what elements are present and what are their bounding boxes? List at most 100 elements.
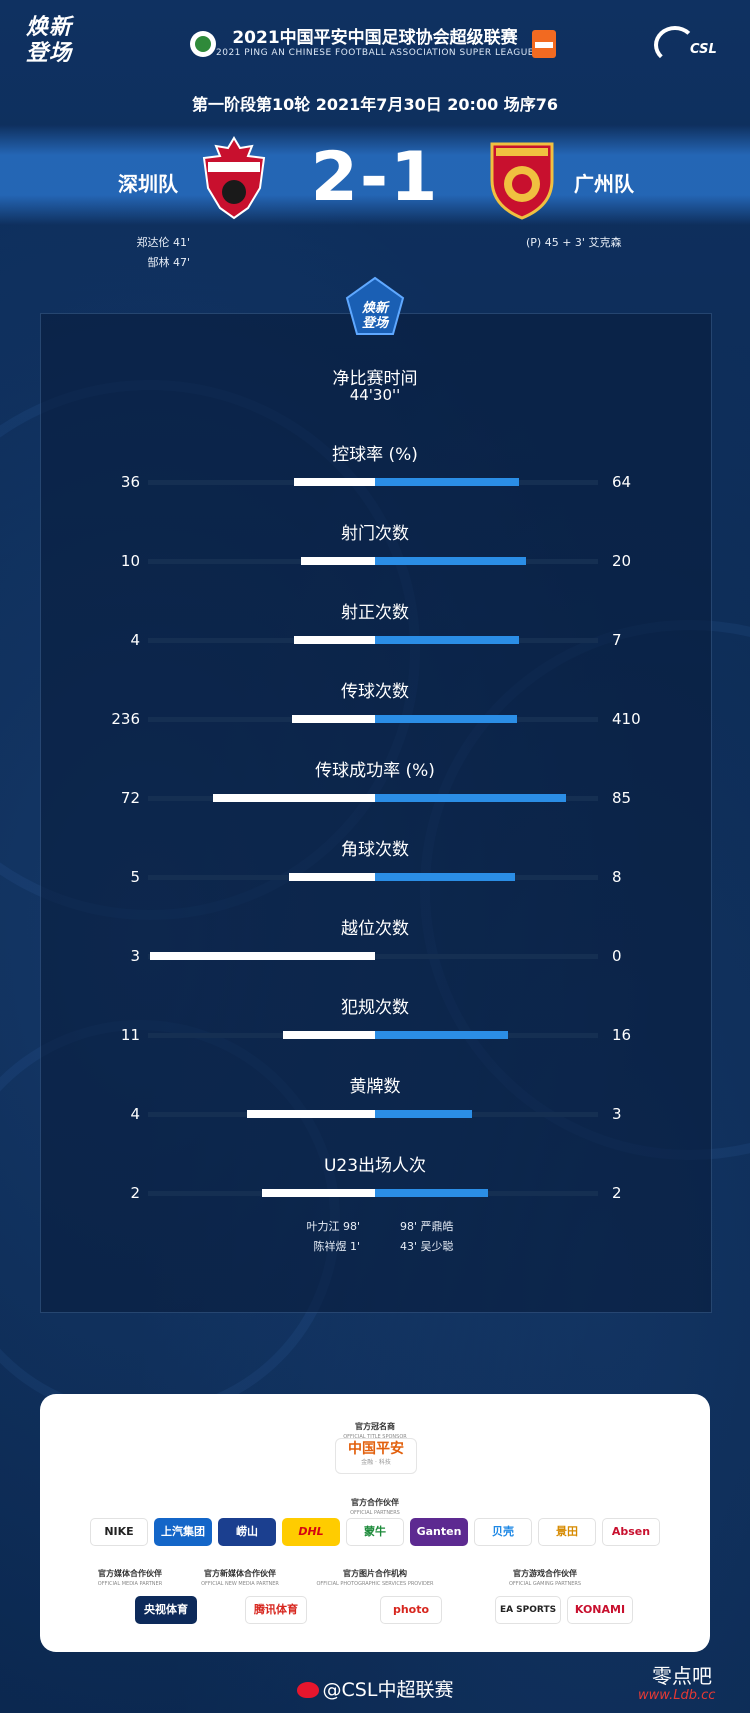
stat-home-value: 10: [120, 552, 140, 570]
stat-home-bar: [283, 1031, 375, 1039]
svg-text:登场: 登场: [362, 315, 390, 331]
u23-home-players: 叶力江 98' 陈祥煜 1': [306, 1220, 360, 1253]
weibo-handle: @CSL中超联赛: [0, 1675, 750, 1702]
stat-label: 传球次数: [341, 682, 409, 702]
csl-swoosh-icon: [654, 26, 696, 64]
stat-away-bar: [375, 478, 519, 486]
partner-logo-saic: 上汽集团: [154, 1518, 212, 1546]
stat-row: 72 85: [0, 786, 750, 810]
partner-logo-absen: Absen: [602, 1518, 660, 1546]
partner-logo-dhl: DHL: [282, 1518, 340, 1546]
shenzhen-crest-icon: [202, 136, 266, 220]
stat-home-value: 36: [120, 473, 140, 491]
stat-away-value: 410: [612, 710, 641, 728]
weibo-icon: [296, 1682, 319, 1698]
stat-home-value: 4: [130, 1105, 140, 1123]
stat-away-bar: [375, 1189, 488, 1197]
stat-home-bar: [262, 1189, 375, 1197]
partner-logo-nike: NIKE: [90, 1518, 148, 1546]
stat-row: 236 410: [0, 707, 750, 731]
home-team-name: 深圳队: [118, 172, 178, 196]
stat-away-value: 16: [612, 1026, 632, 1044]
stat-away-bar: [375, 715, 517, 723]
partner-logo-laoshan: 崂山: [218, 1518, 276, 1546]
match-score: 2-1: [310, 138, 440, 217]
stat-home-bar: [294, 636, 375, 644]
stat-away-value: 85: [612, 789, 632, 807]
stat-label: 射门次数: [341, 524, 409, 544]
stat-label: 黄牌数: [349, 1077, 401, 1097]
svg-text:焕新: 焕新: [362, 300, 390, 316]
title-sponsor-heading: 官方冠名商 OFFICIAL TITLE SPONSOR: [343, 1422, 407, 1440]
header: 焕新 登场 2021中国平安中国足球协会超级联赛 2021 PING AN CH…: [0, 0, 750, 88]
stat-home-bar: [150, 952, 375, 960]
stat-away-bar: [375, 557, 526, 565]
score-band: [0, 125, 750, 225]
stat-away-bar: [375, 794, 566, 802]
round-info: 第一阶段第10轮 2021年7月30日 20:00 场序76: [191, 95, 559, 114]
stat-home-value: 3: [130, 947, 140, 965]
stat-label: 角球次数: [341, 840, 409, 860]
net-time-value: 44'30'': [349, 386, 401, 404]
away-scorers: (P) 45 + 3' 艾克森: [526, 236, 622, 249]
stat-label: 传球成功率 (%): [315, 761, 435, 781]
stat-away-bar: [375, 873, 515, 881]
stat-away-value: 3: [612, 1105, 622, 1123]
campaign-badge-icon: 焕新 登场: [345, 276, 405, 335]
stat-away-value: 2: [612, 1184, 622, 1202]
photo-logo: photo: [380, 1596, 442, 1624]
cfa-logo-icon: [190, 31, 216, 57]
campaign-logo: 焕新 登场: [26, 14, 73, 66]
sponsor-card: 官方冠名商 OFFICIAL TITLE SPONSOR 中国平安 金融 · 科…: [40, 1394, 710, 1652]
stat-home-value: 2: [130, 1184, 140, 1202]
u23-away-players: 98' 严鼎皓 43' 吴少聪: [400, 1220, 454, 1253]
stat-home-value: 5: [130, 868, 140, 886]
stat-away-bar: [375, 1031, 508, 1039]
photo-heading: 官方图片合作机构 OFFICIAL PHOTOGRAPHIC SERVICES …: [316, 1569, 434, 1587]
stat-away-bar: [375, 1110, 472, 1118]
gaming-logo-konami: KONAMI: [567, 1596, 633, 1624]
partner-logo-ganten: Ganten: [410, 1518, 468, 1546]
league-title: 2021中国平安中国足球协会超级联赛: [232, 28, 518, 48]
stat-home-value: 72: [120, 789, 140, 807]
net-time-label: 净比赛时间: [332, 369, 418, 389]
league-title-en: 2021 PING AN CHINESE FOOTBALL ASSOCIATIO…: [216, 48, 534, 58]
newmedia-heading: 官方新媒体合作伙伴 OFFICIAL NEW MEDIA PARTNER: [201, 1569, 279, 1587]
media-heading: 官方媒体合作伙伴 OFFICIAL MEDIA PARTNER: [97, 1569, 163, 1587]
stat-home-bar: [289, 873, 375, 881]
stat-label: 犯规次数: [341, 998, 409, 1018]
stat-home-bar: [292, 715, 375, 723]
stat-label: 控球率 (%): [332, 445, 418, 465]
stat-away-value: 20: [612, 552, 632, 570]
partner-logo-beike: 贝壳: [474, 1518, 532, 1546]
partner-logo-jingtian: 景田: [538, 1518, 596, 1546]
stat-row: 10 20: [0, 549, 750, 573]
guangzhou-crest-icon: [490, 142, 554, 220]
media-logo-tencent: 腾讯体育: [245, 1596, 307, 1624]
partners-heading: 官方合作伙伴 OFFICIAL PARTNERS: [350, 1498, 400, 1516]
stat-label: 射正次数: [341, 603, 409, 623]
home-scorers: 郑达伦 41' 郜林 47': [136, 236, 190, 269]
gaming-logo-ea: EA SPORTS: [495, 1596, 561, 1624]
stat-away-value: 0: [612, 947, 622, 965]
stat-row: 36 64: [0, 470, 750, 494]
watermark-url: www.Ldb.cc: [638, 1688, 716, 1703]
stat-home-bar: [247, 1110, 375, 1118]
stat-label: U23出场人次: [323, 1156, 427, 1176]
stat-home-value: 236: [111, 710, 140, 728]
stat-home-bar: [294, 478, 375, 486]
partner-logo-mengniu: 蒙牛: [346, 1518, 404, 1546]
gaming-heading: 官方游戏合作伙伴 OFFICIAL GAMING PARTNERS: [508, 1569, 582, 1587]
media-logo-cctv: 央视体育: [135, 1596, 197, 1624]
stat-away-value: 64: [612, 473, 632, 491]
stat-home-value: 4: [130, 631, 140, 649]
stat-home-value: 11: [120, 1026, 140, 1044]
stat-home-bar: [213, 794, 375, 802]
stat-label: 越位次数: [341, 919, 409, 939]
csl-logo: CSL: [650, 24, 726, 64]
